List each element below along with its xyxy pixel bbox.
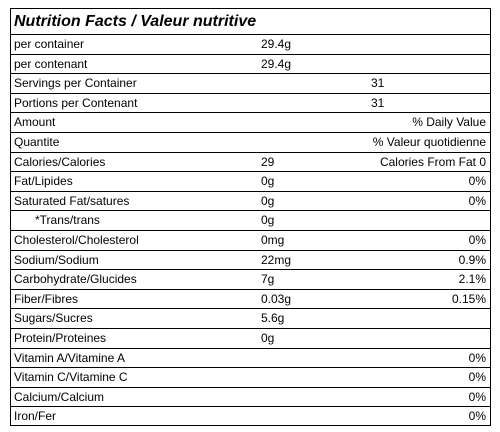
row-amount: 0g: [261, 174, 275, 189]
row-daily-value: 0.15%: [451, 291, 486, 306]
row-amount: 29.4g: [261, 56, 292, 71]
row-daily-value: 0%: [468, 193, 486, 208]
row-amount: 0g: [261, 193, 275, 208]
row-daily-value: 0%: [468, 174, 486, 189]
row: Fiber/Fibres 0.03g 0.15%: [11, 290, 490, 310]
row: per container 29.4g: [11, 35, 490, 55]
row-count: 31: [371, 76, 385, 91]
row-amount: 0.03g: [261, 291, 292, 306]
row-label: Cholesterol/Cholesterol: [14, 232, 139, 247]
row-label: Vitamin C/Vitamine C: [14, 370, 128, 385]
row-label: *Trans/trans: [35, 213, 100, 228]
row: Sodium/Sodium 22mg 0.9%: [11, 251, 490, 271]
row: Saturated Fat/satures 0g 0%: [11, 192, 490, 212]
row-daily-value: % Daily Value: [412, 115, 486, 130]
row-label: Fat/Lipides: [14, 174, 73, 189]
row-amount: 0g: [261, 330, 275, 345]
row: Sugars/Sucres 5.6g: [11, 309, 490, 329]
row-label: Carbohydrate/Glucides: [14, 272, 137, 287]
row-label: Vitamin A/Vitamine A: [14, 350, 125, 365]
row-daily-value: % Valeur quotidienne: [372, 134, 486, 149]
rows: per container 29.4g per contenant 29.4g Serv…: [11, 35, 490, 427]
row-label: Iron/Fer: [14, 409, 57, 424]
row-daily-value: 2.1%: [458, 272, 486, 287]
row: *Trans/trans 0g: [11, 211, 490, 231]
row-count: 31: [371, 95, 385, 110]
row-amount: 22mg: [261, 252, 292, 267]
row-daily-value: 0%: [468, 350, 486, 365]
row-label: Fiber/Fibres: [14, 291, 79, 306]
row-label: Calories/Calories: [14, 154, 106, 169]
row: Quantite % Valeur quotidienne: [11, 133, 490, 153]
row-daily-value: Calories From Fat 0: [379, 154, 486, 169]
row-label: Saturated Fat/satures: [14, 193, 130, 208]
row-amount: 5.6g: [261, 311, 285, 326]
row-daily-value: 0.9%: [458, 252, 486, 267]
row: Calories/Calories 29 Calories From Fat 0: [11, 153, 490, 173]
row-amount: 0g: [261, 213, 275, 228]
row-label: Calcium/Calcium: [14, 389, 105, 404]
row-label: Portions per Contenant: [14, 95, 138, 110]
row: Calcium/Calcium 0%: [11, 388, 490, 408]
panel-title: Nutrition Facts / Valeur nutritive: [11, 9, 490, 35]
row-amount: 0mg: [261, 232, 285, 247]
row-amount: 29.4g: [261, 37, 292, 51]
row: Portions per Contenant 31: [11, 94, 490, 114]
row: Iron/Fer 0%: [11, 407, 490, 427]
row: per contenant 29.4g: [11, 55, 490, 75]
nutrition-panel: Nutrition Facts / Valeur nutritive per c…: [10, 8, 491, 426]
row-amount: 7g: [261, 272, 275, 287]
row-daily-value: 0%: [468, 370, 486, 385]
row: Carbohydrate/Glucides 7g 2.1%: [11, 270, 490, 290]
row: Fat/Lipides 0g 0%: [11, 172, 490, 192]
row: Servings per Container 31: [11, 74, 490, 94]
row: Cholesterol/Cholesterol 0mg 0%: [11, 231, 490, 251]
row-label: Sodium/Sodium: [14, 252, 99, 267]
row-daily-value: 0%: [468, 409, 486, 424]
row-label: Quantite: [14, 134, 60, 149]
row-daily-value: 0%: [468, 232, 486, 247]
row-label: Servings per Container: [14, 76, 137, 91]
row-amount: 29: [261, 154, 275, 169]
row-label: per container: [14, 37, 85, 51]
row: Amount % Daily Value: [11, 113, 490, 133]
row-label: per contenant: [14, 56, 88, 71]
row-label: Amount: [14, 115, 56, 130]
row-daily-value: 0%: [468, 389, 486, 404]
row: Protein/Proteines 0g: [11, 329, 490, 349]
row: Vitamin C/Vitamine C 0%: [11, 368, 490, 388]
row-label: Sugars/Sucres: [14, 311, 93, 326]
row: Vitamin A/Vitamine A 0%: [11, 349, 490, 369]
row-label: Protein/Proteines: [14, 330, 107, 345]
